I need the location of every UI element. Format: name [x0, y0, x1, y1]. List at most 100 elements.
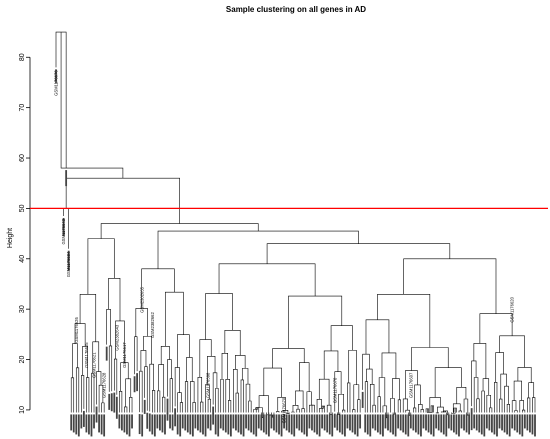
leaf-label-glyph: [224, 414, 227, 433]
dendrogram-branch: [143, 336, 152, 365]
leaf-label-glyph: [349, 414, 351, 431]
leaf-label-glyph: [422, 414, 425, 429]
dendrogram-branch: [225, 378, 230, 413]
leaf-label: GSM1176678: [332, 377, 337, 403]
dendrogram-branch: [352, 409, 356, 413]
leaf-label-glyph: [202, 414, 204, 435]
dendrogram-branch: [299, 362, 310, 392]
leaf-label-glyph: [356, 414, 359, 437]
dendrogram-branch: [108, 278, 121, 321]
dendrogram-branch: [100, 223, 259, 239]
leaf-label-glyph: [118, 414, 121, 429]
dendrogram-branch: [157, 230, 359, 269]
leaf-label-glyph: [503, 414, 506, 433]
dendrogram-branch: [321, 405, 325, 413]
leaf-label-glyph: [72, 414, 75, 433]
leaf-label-glyph: [278, 414, 280, 435]
leaf-label-glyph: [197, 414, 199, 431]
dendrogram-branch: [72, 343, 78, 378]
leaf-label-glyph: [473, 414, 476, 429]
dendrogram-branch: [381, 352, 397, 379]
dendrogram-branch: [125, 378, 132, 407]
y-tick-label: 60: [19, 154, 26, 162]
dendrogram-branch: [338, 393, 344, 415]
dendrogram-branch: [445, 412, 450, 416]
leaf-label-glyph: [295, 414, 298, 429]
dendrogram-branch: [272, 348, 305, 369]
dendrogram-branch: [245, 383, 251, 413]
dendrogram-branch: [91, 372, 95, 413]
leaf-label-glyph: [186, 414, 189, 433]
leaf-label: GSM1176617: [122, 342, 127, 368]
leaf-label-glyph: [445, 414, 448, 437]
dendrogram-branch: [366, 368, 373, 385]
leaf-label-glyph: [389, 414, 392, 433]
leaf-label-glyph: [427, 414, 430, 433]
leaf-label-glyph: [229, 414, 232, 437]
dendrogram-branch: [463, 398, 469, 416]
dendrogram-branch: [486, 394, 491, 413]
leaf-label-glyph: [465, 414, 468, 433]
leaf-label-glyph: [209, 414, 212, 431]
dendrogram-branch: [152, 390, 156, 413]
leaf-label: GSM2382655: [140, 286, 145, 313]
dendrogram-branch: [323, 350, 339, 380]
dendrogram-branch: [473, 377, 479, 413]
leaf-label-glyph: [501, 414, 503, 431]
dendrogram-branch: [162, 396, 166, 413]
leaf-label-glyph: [120, 414, 123, 431]
leaf-label-glyph: [442, 414, 445, 435]
dendrogram-branch: [86, 377, 90, 413]
dendrogram-branch: [96, 371, 102, 405]
leaf-label-glyph: [126, 414, 128, 435]
leaf-label: GSM1176684: [66, 251, 71, 277]
dendrogram-branch: [92, 341, 100, 374]
dendrogram-branch: [220, 378, 224, 413]
leaf-label: GSM1176643: [61, 218, 66, 244]
dendrogram-branch: [362, 353, 370, 390]
leaf-label-glyph: [123, 414, 126, 433]
dendrogram-branch: [517, 367, 532, 383]
dendrogram-branch: [281, 410, 285, 413]
leaf-label-glyph: [407, 414, 410, 437]
leaf-label-glyph: [257, 414, 260, 429]
leaf-label-glyph: [313, 414, 316, 433]
dendrogram-branch: [434, 367, 462, 398]
leaf-label-glyph: [369, 414, 372, 437]
leaf-label-glyph: [65, 170, 68, 187]
leaf-label-glyph: [245, 414, 247, 429]
leaf-label-glyph: [293, 414, 296, 437]
leaf-label-glyph: [468, 414, 471, 435]
leaf-label-glyph: [242, 414, 245, 437]
leaf-label-glyph: [361, 391, 364, 408]
dendrogram-branch: [499, 398, 503, 413]
leaf-label-glyph: [323, 414, 326, 431]
dendrogram-branch: [255, 407, 260, 413]
y-tick-label: 70: [19, 104, 26, 112]
leaf-label-glyph: [275, 414, 278, 433]
leaf-label-glyph: [88, 414, 90, 435]
leaf-label-glyph: [298, 414, 301, 431]
dendrogram-branch: [306, 391, 312, 413]
leaf-label-glyph: [498, 414, 501, 429]
leaf-label-glyph: [176, 414, 179, 435]
dendrogram-branch: [179, 402, 184, 413]
dendrogram-branch: [411, 347, 449, 371]
leaf-label-glyph: [341, 414, 344, 435]
dendrogram-branch: [382, 405, 388, 418]
leaf-label-glyph: [247, 414, 250, 431]
dendrogram-branch: [319, 406, 324, 413]
leaf-label-glyph: [156, 414, 159, 429]
leaf-label-glyph: [316, 414, 318, 435]
leaf-label-glyph: [240, 414, 242, 435]
leaf-label-glyph: [214, 414, 217, 435]
leaf-label-glyph: [508, 414, 511, 437]
leaf-label-glyph: [303, 414, 306, 435]
leaf-label-glyph: [237, 414, 240, 433]
dendrogram-branch: [184, 381, 189, 413]
dendrogram-branch: [108, 345, 113, 392]
dendrogram-branch: [75, 367, 80, 413]
dendrogram-branch: [316, 398, 322, 413]
dendrogram-branch: [301, 408, 305, 413]
